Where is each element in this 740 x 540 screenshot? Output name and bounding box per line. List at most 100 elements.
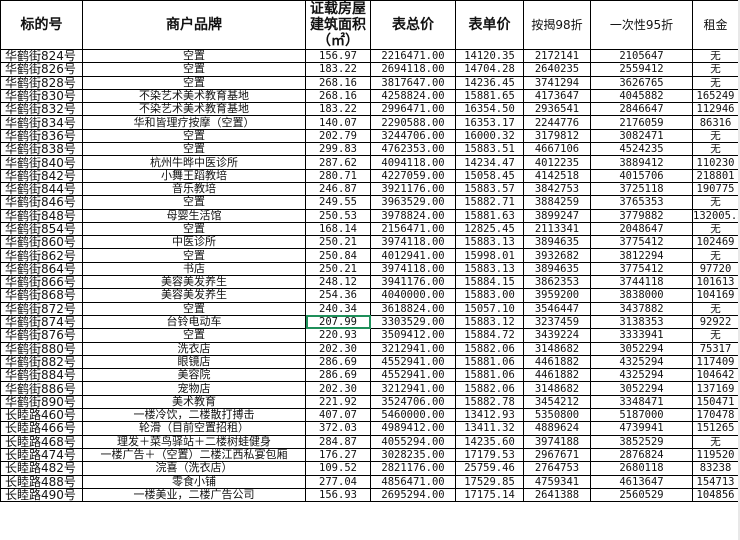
cell-area[interactable]: 287.62 bbox=[305, 155, 371, 170]
cell-unit[interactable]: 15884.72 bbox=[455, 328, 524, 343]
cell-id[interactable]: 华鹤街824号 bbox=[0, 48, 83, 64]
cell-rent[interactable]: 218801 bbox=[692, 168, 739, 183]
cell-total[interactable]: 3941176.00 bbox=[370, 275, 456, 290]
cell-unit[interactable]: 14234.47 bbox=[455, 155, 524, 170]
cell-unit[interactable]: 15881.63 bbox=[455, 208, 524, 223]
cell-area[interactable]: 299.83 bbox=[305, 142, 371, 157]
cell-unit[interactable]: 15058.45 bbox=[455, 168, 524, 183]
cell-total[interactable]: 4040000.00 bbox=[370, 288, 456, 303]
cell-unit[interactable]: 15882.06 bbox=[455, 381, 524, 396]
cell-mortgage[interactable]: 3884259 bbox=[523, 195, 591, 210]
cell-mortgage[interactable]: 3899247 bbox=[523, 208, 591, 223]
cell-total[interactable]: 2156471.00 bbox=[370, 221, 456, 237]
cell-total[interactable]: 3978824.00 bbox=[370, 208, 456, 223]
cell-id[interactable]: 华鹤街886号 bbox=[0, 381, 83, 396]
cell-lump[interactable]: 3852529 bbox=[590, 434, 693, 449]
cell-area[interactable]: 250.84 bbox=[305, 248, 371, 263]
cell-rent[interactable]: 97720 bbox=[692, 261, 739, 277]
cell-unit[interactable]: 15883.57 bbox=[455, 181, 524, 197]
cell-brand[interactable]: 小舞王蹈教培 bbox=[82, 168, 306, 183]
cell-total[interactable]: 2996471.00 bbox=[370, 102, 456, 117]
cell-area[interactable]: 284.87 bbox=[305, 434, 371, 449]
cell-total[interactable]: 2821176.00 bbox=[370, 461, 456, 476]
cell-lump[interactable]: 3775412 bbox=[590, 235, 693, 250]
cell-area[interactable]: 250.21 bbox=[305, 261, 371, 277]
cell-unit[interactable]: 15883.13 bbox=[455, 261, 524, 277]
cell-lump[interactable]: 5187000 bbox=[590, 408, 693, 423]
cell-unit[interactable]: 17175.14 bbox=[455, 487, 524, 503]
cell-unit[interactable]: 15998.01 bbox=[455, 248, 524, 263]
header-id[interactable]: 标的号 bbox=[0, 0, 83, 50]
cell-mortgage[interactable]: 2641388 bbox=[523, 487, 591, 503]
cell-rent[interactable]: 151265 bbox=[692, 421, 739, 436]
cell-id[interactable]: 华鹤街876号 bbox=[0, 328, 83, 343]
cell-mortgage[interactable]: 5350800 bbox=[523, 408, 591, 423]
cell-unit[interactable]: 14704.28 bbox=[455, 62, 524, 77]
header-brand[interactable]: 商户品牌 bbox=[82, 0, 306, 50]
cell-mortgage[interactable]: 4889624 bbox=[523, 421, 591, 436]
cell-mortgage[interactable]: 3894635 bbox=[523, 235, 591, 250]
cell-brand[interactable]: 洗衣店 bbox=[82, 341, 306, 356]
cell-id[interactable]: 华鹤街828号 bbox=[0, 75, 83, 90]
cell-mortgage[interactable]: 3842753 bbox=[523, 181, 591, 197]
cell-area[interactable]: 176.27 bbox=[305, 447, 371, 463]
cell-brand[interactable]: 空置 bbox=[82, 62, 306, 77]
cell-lump[interactable]: 4524235 bbox=[590, 142, 693, 157]
cell-id[interactable]: 长睦路466号 bbox=[0, 421, 83, 436]
cell-total[interactable]: 3974118.00 bbox=[370, 261, 456, 277]
cell-brand[interactable]: 空置 bbox=[82, 142, 306, 157]
cell-id[interactable]: 长睦路488号 bbox=[0, 474, 83, 489]
cell-rent[interactable]: 92922 bbox=[692, 314, 739, 330]
cell-id[interactable]: 华鹤街860号 bbox=[0, 235, 83, 250]
cell-id[interactable]: 华鹤街830号 bbox=[0, 88, 83, 104]
cell-id[interactable]: 华鹤街862号 bbox=[0, 248, 83, 263]
cell-total[interactable]: 4055294.00 bbox=[370, 434, 456, 449]
cell-total[interactable]: 4258824.00 bbox=[370, 88, 456, 104]
cell-rent[interactable]: 无 bbox=[692, 142, 739, 157]
cell-brand[interactable]: 中医诊所 bbox=[82, 235, 306, 250]
cell-area[interactable]: 372.03 bbox=[305, 421, 371, 436]
cell-total[interactable]: 3509412.00 bbox=[370, 328, 456, 343]
cell-area[interactable]: 277.04 bbox=[305, 474, 371, 489]
cell-unit[interactable]: 15881.06 bbox=[455, 354, 524, 370]
cell-brand[interactable]: 不染艺术美术教育基地 bbox=[82, 88, 306, 104]
cell-rent[interactable]: 104169 bbox=[692, 288, 739, 303]
cell-rent[interactable]: 165249 bbox=[692, 88, 739, 104]
cell-unit[interactable]: 15057.10 bbox=[455, 301, 524, 316]
cell-lump[interactable]: 2680118 bbox=[590, 461, 693, 476]
cell-rent[interactable]: 110230 bbox=[692, 155, 739, 170]
cell-brand[interactable]: 不染艺术美术教育基地 bbox=[82, 102, 306, 117]
cell-mortgage[interactable]: 4461882 bbox=[523, 354, 591, 370]
cell-total[interactable]: 3921176.00 bbox=[370, 181, 456, 197]
cell-mortgage[interactable]: 2172141 bbox=[523, 48, 591, 64]
cell-unit[interactable]: 14235.60 bbox=[455, 434, 524, 449]
cell-lump[interactable]: 3626765 bbox=[590, 75, 693, 90]
cell-mortgage[interactable]: 3862353 bbox=[523, 275, 591, 290]
cell-rent[interactable]: 无 bbox=[692, 75, 739, 90]
cell-lump[interactable]: 4045882 bbox=[590, 88, 693, 104]
cell-lump[interactable]: 2559412 bbox=[590, 62, 693, 77]
cell-brand[interactable]: 眼镜店 bbox=[82, 354, 306, 370]
cell-mortgage[interactable]: 3546447 bbox=[523, 301, 591, 316]
cell-rent[interactable]: 无 bbox=[692, 195, 739, 210]
cell-brand[interactable]: 空置 bbox=[82, 248, 306, 263]
cell-unit[interactable]: 16354.50 bbox=[455, 102, 524, 117]
cell-lump[interactable]: 4613647 bbox=[590, 474, 693, 489]
cell-brand[interactable]: 空置 bbox=[82, 328, 306, 343]
cell-unit[interactable]: 15882.71 bbox=[455, 195, 524, 210]
cell-mortgage[interactable]: 3894635 bbox=[523, 261, 591, 277]
header-unit[interactable]: 表单价 bbox=[455, 0, 524, 50]
cell-total[interactable]: 2695294.00 bbox=[370, 487, 456, 503]
header-total[interactable]: 表总价 bbox=[370, 0, 456, 50]
cell-area[interactable]: 207.99 bbox=[305, 314, 371, 330]
cell-brand[interactable]: 美容院 bbox=[82, 368, 306, 383]
cell-id[interactable]: 长睦路482号 bbox=[0, 461, 83, 476]
cell-unit[interactable]: 15882.06 bbox=[455, 341, 524, 356]
cell-rent[interactable]: 75317 bbox=[692, 341, 739, 356]
cell-rent[interactable]: 101613 bbox=[692, 275, 739, 290]
cell-total[interactable]: 2694118.00 bbox=[370, 62, 456, 77]
cell-area[interactable]: 286.69 bbox=[305, 354, 371, 370]
cell-rent[interactable]: 104642 bbox=[692, 368, 739, 383]
cell-unit[interactable]: 15882.78 bbox=[455, 394, 524, 410]
cell-brand[interactable]: 华和皆理疗按摩（空置） bbox=[82, 115, 306, 130]
